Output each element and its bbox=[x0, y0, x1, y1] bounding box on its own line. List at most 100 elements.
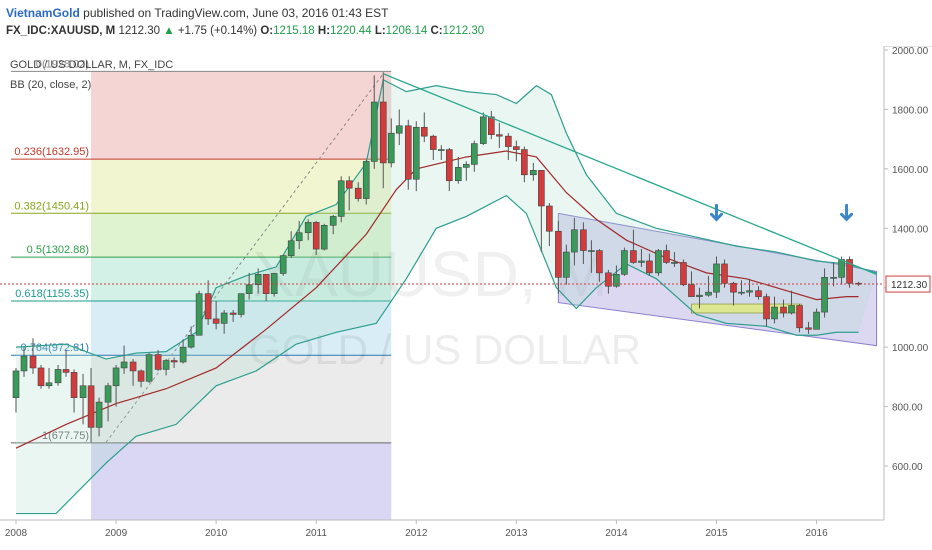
fib-level-label: 0(1928.02) bbox=[36, 58, 89, 70]
candle-body bbox=[588, 250, 595, 252]
candle-body bbox=[154, 354, 162, 370]
x-tick-label: 2013 bbox=[505, 528, 528, 539]
close-label: C: bbox=[430, 25, 443, 37]
candle-body bbox=[279, 255, 287, 274]
candlesticks bbox=[12, 72, 862, 443]
last-price: 1212.30 bbox=[118, 25, 161, 37]
fib-diagonal-line[interactable] bbox=[105, 73, 384, 443]
high-value: 1220.44 bbox=[330, 25, 372, 37]
candle-body bbox=[821, 277, 828, 313]
arrow-down-icon[interactable] bbox=[840, 203, 854, 222]
candle-body bbox=[530, 170, 537, 176]
candle-body bbox=[229, 312, 237, 315]
fib-level-label: 0.764(972.81) bbox=[21, 342, 90, 354]
bb-lower-line bbox=[16, 194, 859, 515]
candle-body bbox=[345, 180, 353, 189]
candle-body bbox=[312, 222, 320, 250]
candle-body bbox=[671, 262, 678, 264]
y-tick-label: 800.00 bbox=[892, 403, 923, 414]
watermark: XAUUSD, M GOLD / US DOLLAR bbox=[249, 238, 641, 373]
candle-body bbox=[87, 385, 95, 428]
candle-body bbox=[738, 291, 745, 294]
candle-body bbox=[404, 125, 412, 180]
fib-zone bbox=[91, 442, 392, 520]
low-label: L: bbox=[374, 25, 386, 37]
candle-body bbox=[79, 385, 87, 398]
change-arrow-icon: ▲ bbox=[163, 25, 175, 37]
y-tick-label: 2000.00 bbox=[892, 46, 929, 57]
candle-body bbox=[813, 311, 820, 330]
candle-body bbox=[112, 367, 120, 387]
arrow-down-icon[interactable] bbox=[709, 203, 723, 222]
chart-header: VietnamGold published on TradingView.com… bbox=[0, 0, 932, 47]
candle-body bbox=[354, 187, 362, 199]
candle-body bbox=[20, 355, 28, 372]
candle-body bbox=[145, 354, 153, 382]
y-tick-label: 1400.00 bbox=[892, 224, 929, 235]
candle-body bbox=[37, 367, 45, 387]
candle-body bbox=[546, 205, 553, 232]
x-tick-label: 2011 bbox=[305, 528, 327, 539]
x-tick-label: 2008 bbox=[5, 528, 28, 539]
x-tick-label: 2010 bbox=[205, 528, 228, 539]
candle-body bbox=[287, 240, 295, 256]
candle-body bbox=[120, 361, 128, 369]
price-chart[interactable]: 0(1928.02) 0.236(1632.95) 0.382(1450.41) 0.… bbox=[0, 46, 932, 550]
watermark-symbol: XAUUSD, M bbox=[252, 238, 608, 310]
candle-body bbox=[337, 180, 345, 217]
candle-body bbox=[796, 305, 803, 329]
candle-body bbox=[788, 305, 795, 314]
candle-body bbox=[463, 164, 470, 168]
author-link[interactable]: VietnamGold bbox=[6, 6, 80, 20]
candle-body bbox=[721, 263, 728, 284]
candle-body bbox=[638, 260, 645, 263]
candle-body bbox=[54, 369, 62, 384]
candle-body bbox=[805, 327, 812, 330]
candle-body bbox=[162, 360, 170, 370]
candle-body bbox=[563, 251, 570, 278]
candle-body bbox=[630, 250, 637, 263]
ohlc-line: FX_IDC:XAUUSD, M 1212.30 ▲ +1.75 (+0.14%… bbox=[6, 25, 484, 37]
drawings[interactable] bbox=[0, 73, 884, 285]
y-tick-label: 1800.00 bbox=[892, 105, 929, 116]
x-tick-label: 2016 bbox=[805, 528, 828, 539]
candle-body bbox=[137, 370, 145, 382]
candle-body bbox=[596, 250, 603, 274]
candle-body bbox=[270, 273, 278, 294]
candle-body bbox=[70, 372, 78, 398]
candle-body bbox=[613, 274, 620, 287]
published-text: published on TradingView.com, June 03, 2… bbox=[83, 6, 389, 20]
candle-body bbox=[480, 116, 487, 144]
y-tick-label: 600.00 bbox=[892, 462, 923, 473]
candle-body bbox=[713, 263, 720, 293]
candle-body bbox=[412, 126, 420, 180]
candle-body bbox=[605, 272, 612, 287]
candle-body bbox=[771, 306, 778, 320]
candle-body bbox=[170, 360, 178, 363]
fib-level-label: 0.236(1632.95) bbox=[14, 146, 89, 158]
candle-body bbox=[329, 216, 337, 226]
candle-body bbox=[45, 382, 53, 387]
bb-indicator-label[interactable]: BB (20, close, 2) bbox=[10, 79, 91, 91]
candle-body bbox=[62, 369, 70, 373]
candle-body bbox=[454, 167, 462, 182]
candle-body bbox=[237, 293, 245, 315]
last-price-badge bbox=[885, 275, 931, 293]
trendline[interactable] bbox=[383, 73, 877, 275]
candle-body bbox=[195, 293, 203, 336]
candle-body bbox=[220, 312, 228, 324]
candle-body bbox=[304, 222, 312, 234]
x-tick-label: 2009 bbox=[105, 528, 128, 539]
candle-body bbox=[730, 282, 737, 293]
candle-body bbox=[521, 149, 528, 176]
open-label: O: bbox=[260, 25, 274, 37]
candle-body bbox=[212, 318, 220, 324]
candle-body bbox=[12, 370, 20, 398]
x-tick-label: 2014 bbox=[605, 528, 628, 539]
candle-body bbox=[496, 134, 503, 137]
candle-body bbox=[295, 232, 303, 242]
candle-body bbox=[505, 135, 512, 147]
open-value: 1215.18 bbox=[273, 25, 315, 37]
axes: 600.00800.001000.001200.001400.001600.00… bbox=[0, 46, 931, 539]
chart-title: GOLD / US DOLLAR, M, FX_IDC bbox=[10, 59, 173, 71]
